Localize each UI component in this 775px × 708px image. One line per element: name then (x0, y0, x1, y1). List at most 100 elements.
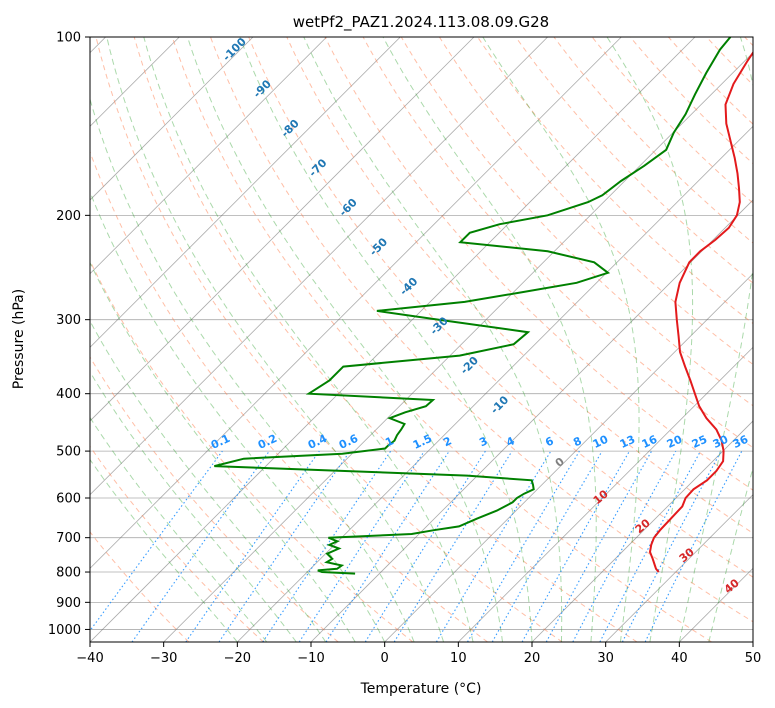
dry-adiabat-line (286, 37, 753, 534)
mixing-ratio-label: 13 (618, 433, 637, 451)
x-tick-label: 10 (450, 651, 467, 666)
mixing-ratio-line (185, 450, 320, 642)
moist-adiabat-line (678, 37, 753, 642)
mixing-ratio-line (545, 450, 653, 642)
moist-adiabat-line (606, 37, 694, 642)
x-axis-label: Temperature (°C) (360, 681, 482, 697)
moist-adiabat-line (187, 37, 503, 642)
moist-adiabat-line (303, 37, 563, 642)
dry-adiabat-line (248, 37, 753, 578)
y-tick-label: 500 (56, 445, 81, 460)
isotherm-line (90, 37, 327, 275)
profile-lines (214, 37, 753, 575)
dry-adiabat-line (133, 37, 638, 642)
mixing-ratio-line (298, 450, 425, 642)
dry-adiabat-line (744, 37, 753, 47)
moist-adiabat-line (482, 37, 640, 642)
y-tick-label: 300 (56, 313, 81, 328)
isotherm-line (237, 125, 753, 642)
y-tick-label: 1000 (48, 623, 81, 638)
y-tick-label: 900 (56, 596, 81, 611)
x-tick-label: 40 (671, 651, 688, 666)
mixing-ratio-label: 8 (571, 434, 583, 449)
dry-adiabat-label: -90 (251, 77, 274, 100)
y-tick-label: 400 (56, 387, 81, 402)
dry-adiabat-line (90, 531, 190, 642)
dry-adiabat-label: -70 (306, 156, 329, 179)
isotherm-line (90, 37, 401, 348)
mixing-ratio-label: 30 (711, 433, 731, 451)
moist-adiabat-label: 20 (633, 516, 653, 536)
mixing-ratio-line (90, 450, 223, 632)
dry-adiabat-line (90, 150, 488, 642)
y-tick-label: 100 (56, 31, 81, 46)
dry-adiabat-line (90, 259, 414, 642)
mixing-ratio-label: 36 (731, 433, 751, 451)
moist-adiabat-label: 30 (677, 545, 697, 565)
isotherm-line (458, 346, 753, 642)
mixing-ratio-label: 10 (591, 433, 611, 451)
x-tick-label: −10 (297, 651, 324, 666)
plot-frame (89, 36, 754, 643)
y-tick-label: 800 (56, 566, 81, 581)
y-tick-label: 700 (56, 531, 81, 546)
mixing-ratio-label: 20 (665, 433, 685, 451)
moist-adiabat-line (90, 458, 238, 642)
axis-ticks: −40 −30 −20 −10 0 10 20 30 40 5010020030040050060… (48, 31, 761, 667)
moist-adiabat-line (239, 37, 533, 642)
mixing-ratio-line (325, 450, 450, 642)
dry-adiabat-label: -100 (220, 35, 249, 64)
dry-adiabat-line (210, 37, 753, 623)
dry-adiabat-line (90, 356, 339, 642)
dry-adiabat-label: -40 (397, 275, 420, 298)
mixing-ratio-line (364, 450, 486, 642)
mixing-ratio-line (521, 450, 630, 642)
isotherm-line (384, 273, 753, 642)
moist-adiabat-line (90, 320, 327, 642)
moist-adiabat-line (106, 37, 445, 642)
mixing-ratio-line (393, 450, 513, 642)
temperature-line (648, 50, 753, 573)
dry-adiabat-label: -10 (488, 393, 511, 416)
background-lines (90, 37, 753, 642)
isotherm-line (90, 37, 622, 569)
x-tick-label: −20 (224, 651, 251, 666)
moist-adiabat-line (143, 37, 474, 642)
isopleth-labels: -100-90-80-70-60-50-40-30-20-100.1 0.2 0.4… (209, 35, 751, 596)
x-tick-label: 30 (597, 651, 614, 666)
moist-adiabat-line (90, 190, 386, 642)
isotherm-line (90, 37, 254, 201)
x-tick-label: 50 (745, 651, 762, 666)
mixing-ratio-label: 6 (543, 434, 556, 449)
dry-adiabat-line (515, 37, 753, 284)
mixing-ratio-label: 0.1 (209, 432, 232, 452)
chart-title: wetPf2_PAZ1.2024.113.08.09.G28 (293, 13, 549, 32)
x-tick-label: −30 (150, 651, 177, 666)
moist-adiabat-label: 40 (722, 576, 742, 596)
mixing-ratio-line (262, 450, 392, 642)
isotherm-line (163, 52, 753, 642)
dry-adiabat-line (90, 445, 264, 642)
dry-adiabat-label: -50 (367, 235, 390, 258)
x-tick-label: 20 (524, 651, 541, 666)
moist-adiabat-line (90, 97, 415, 642)
dry-adiabat-line (438, 37, 753, 365)
dry-adiabat-label: -20 (458, 354, 481, 377)
y-axis-label: Pressure (hPa) (11, 289, 27, 389)
mixing-ratio-label: 0.4 (306, 432, 329, 452)
x-tick-label: −40 (76, 651, 103, 666)
moist-adiabat-line (708, 465, 753, 642)
isotherm-line (90, 37, 475, 422)
moist-adiabat-label: 10 (591, 487, 611, 507)
dry-adiabat-line (706, 37, 753, 86)
isotherm-line (752, 641, 753, 642)
isotherm-line (310, 199, 753, 642)
mixing-ratio-line (218, 450, 351, 642)
moist-adiabat-line (382, 37, 597, 642)
mixing-ratio-label: 16 (640, 433, 660, 451)
isotherm-line (605, 494, 753, 642)
mixing-ratio-line (131, 450, 270, 642)
dry-adiabat-line (95, 37, 563, 642)
moist-adiabat-line (90, 416, 268, 642)
